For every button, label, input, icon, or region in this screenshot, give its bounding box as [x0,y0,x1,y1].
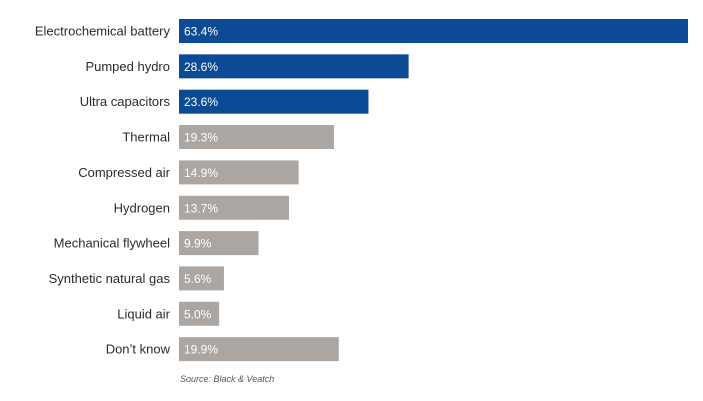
bar-5 [179,195,289,220]
value-label: 5.6% [184,272,212,286]
bar-7 [179,266,224,291]
bar-0 [179,19,688,43]
value-label: 13.7% [184,201,218,215]
bar-4 [179,160,299,185]
category-label: Liquid air [117,306,170,321]
category-label: Electrochemical battery [35,24,171,39]
category-label: Compressed air [78,165,170,180]
value-label: 63.4% [184,25,218,39]
category-label: Mechanical flywheel [54,236,170,251]
category-label: Don’t know [106,342,171,357]
category-label: Pumped hydro [85,59,170,74]
category-label: Synthetic natural gas [49,271,171,286]
value-label: 28.6% [184,60,218,74]
bar-9 [179,337,339,362]
value-label: 19.9% [184,343,218,357]
source-note: Source: Black & Veatch [180,374,275,384]
value-label: 23.6% [184,95,218,109]
value-label: 14.9% [184,166,218,180]
category-label: Hydrogen [114,200,170,215]
bar-1 [179,54,409,79]
category-label: Thermal [122,130,170,145]
value-label: 19.3% [184,131,218,145]
bar-6 [179,231,259,256]
bar-3 [179,125,334,150]
value-label: 9.9% [184,237,212,251]
bar-2 [179,89,369,114]
category-label: Ultra capacitors [80,94,171,109]
bar-8 [179,301,220,326]
value-label: 5.0% [184,307,212,321]
